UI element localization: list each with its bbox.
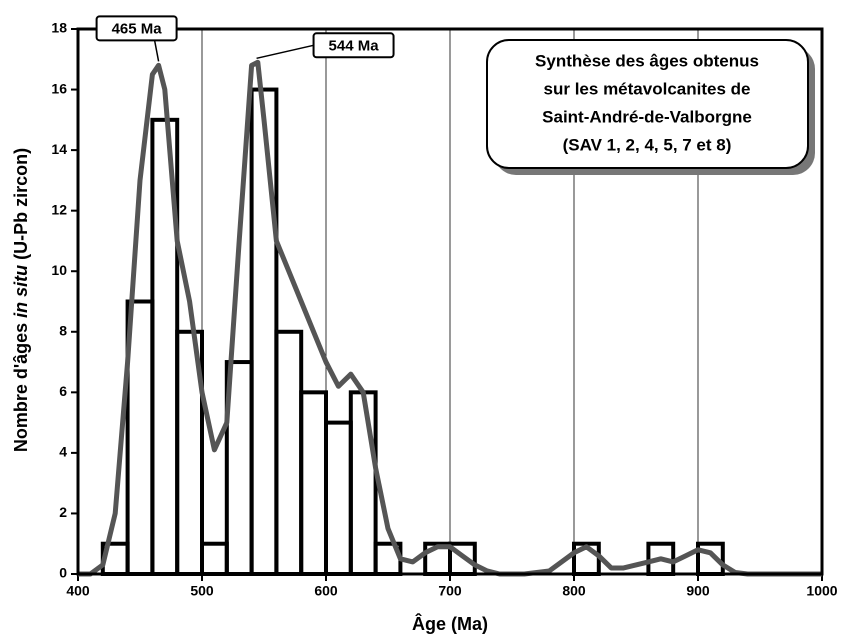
annotation-arrow bbox=[256, 44, 314, 60]
bar bbox=[274, 329, 304, 576]
y-label-part: in situ bbox=[11, 265, 31, 318]
density-curve bbox=[78, 59, 822, 577]
x-tick-label: 700 bbox=[438, 583, 462, 599]
annotation-box bbox=[95, 15, 178, 42]
y-tick-label: 16 bbox=[51, 80, 67, 96]
y-label-part: (U-Pb zircon) bbox=[11, 148, 31, 265]
bar bbox=[200, 541, 229, 577]
info-box-line: sur les métavolcanites de bbox=[544, 79, 751, 98]
info-box bbox=[486, 39, 809, 169]
x-tick-label: 800 bbox=[562, 583, 586, 599]
bar bbox=[348, 390, 378, 577]
annotation-box bbox=[312, 32, 395, 59]
annotation-arrow bbox=[153, 40, 160, 62]
info-box-line: Synthèse des âges obtenus bbox=[535, 51, 759, 70]
x-tick-label: 1000 bbox=[806, 583, 837, 599]
x-axis-label: Âge (Ma) bbox=[412, 613, 488, 634]
x-tick-label: 400 bbox=[66, 583, 90, 599]
y-tick-label: 6 bbox=[59, 383, 67, 399]
info-box-line: (SAV 1, 2, 4, 5, 7 et 8) bbox=[563, 135, 732, 154]
y-tick-label: 2 bbox=[59, 504, 67, 520]
bar bbox=[249, 87, 279, 577]
bar bbox=[324, 420, 353, 576]
y-tick-label: 0 bbox=[59, 565, 67, 581]
info-box-line: Saint-André-de-Valborgne bbox=[542, 107, 752, 126]
plot-frame bbox=[76, 27, 824, 576]
x-tick-label: 900 bbox=[686, 583, 710, 599]
annotation-text: 544 Ma bbox=[329, 37, 380, 54]
y-tick-label: 10 bbox=[51, 262, 67, 278]
y-label-part: Nombre d'âges bbox=[11, 318, 31, 452]
y-axis-label: Nombre d'âges in situ (U-Pb zircon) bbox=[11, 148, 31, 452]
x-tick-label: 600 bbox=[314, 583, 338, 599]
annotation-text: 465 Ma bbox=[112, 20, 163, 37]
y-tick-label: 18 bbox=[51, 20, 67, 36]
y-tick-label: 12 bbox=[51, 201, 67, 217]
y-tick-label: 8 bbox=[59, 322, 67, 338]
y-tick-label: 14 bbox=[51, 141, 67, 157]
y-tick-label: 4 bbox=[59, 444, 67, 460]
x-tick-label: 500 bbox=[190, 583, 214, 599]
bar bbox=[299, 390, 329, 577]
